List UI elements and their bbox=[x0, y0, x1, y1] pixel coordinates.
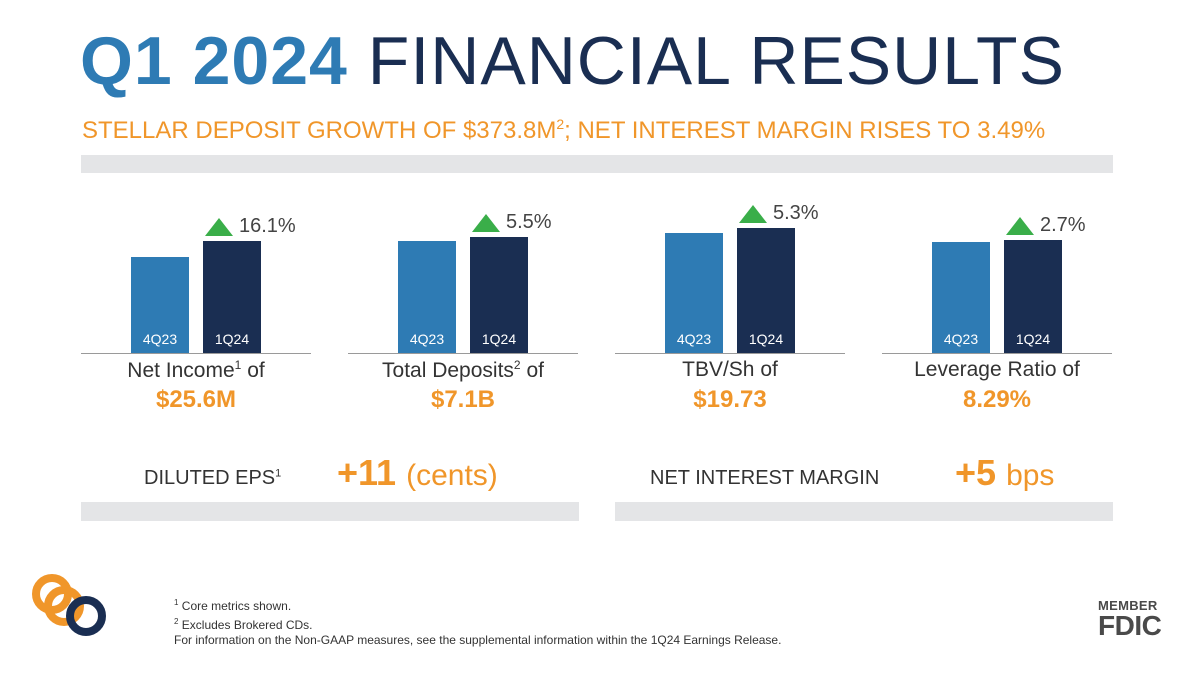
footnote-3: For information on the Non-GAAP measures… bbox=[174, 633, 782, 647]
metric-value: $19.73 bbox=[693, 386, 767, 413]
change-indicator: 16.1% bbox=[205, 215, 296, 238]
change-indicator: 2.7% bbox=[1006, 214, 1086, 237]
bar-category-label: 1Q24 bbox=[481, 331, 517, 347]
bar-category-label: 4Q23 bbox=[676, 331, 712, 347]
bar-4q23: 4Q23 bbox=[665, 233, 723, 353]
title-accent: Q1 2024 bbox=[80, 23, 348, 99]
metric-chart-2: 4Q23 1Q24 5.5% bbox=[348, 205, 578, 354]
bar-category-label: 1Q24 bbox=[1015, 331, 1051, 347]
change-percent: 2.7% bbox=[1040, 214, 1086, 236]
metric-chart-3: 4Q23 1Q24 5.3% bbox=[615, 202, 845, 354]
subtitle-part-a: STELLAR DEPOSIT GROWTH OF $373.8M bbox=[82, 117, 557, 144]
bar-4q23: 4Q23 bbox=[398, 241, 456, 353]
change-percent: 16.1% bbox=[239, 215, 296, 237]
metric-caption: Leverage Ratio of bbox=[914, 358, 1080, 381]
change-indicator: 5.5% bbox=[472, 211, 552, 234]
metric-chart-1: 4Q23 1Q24 16.1% bbox=[81, 205, 311, 354]
up-triangle-icon bbox=[205, 217, 233, 236]
nim-band bbox=[615, 502, 1113, 521]
bar-category-label: 4Q23 bbox=[409, 331, 445, 347]
bar-1q24: 1Q24 bbox=[1004, 240, 1062, 353]
chart-baseline bbox=[615, 353, 845, 354]
nim-label: NET INTEREST MARGIN bbox=[650, 467, 880, 489]
metric-chart-4: 4Q23 1Q24 2.7% bbox=[882, 205, 1112, 354]
footnote-1: 1 Core metrics shown. bbox=[174, 598, 292, 613]
page-title: Q1 2024 FINANCIAL RESULTS bbox=[80, 23, 1065, 99]
chart-baseline bbox=[348, 353, 578, 354]
bar-category-label: 1Q24 bbox=[214, 331, 250, 347]
up-triangle-icon bbox=[739, 204, 767, 223]
metric-caption: TBV/Sh of bbox=[682, 358, 778, 381]
up-triangle-icon bbox=[1006, 216, 1034, 235]
fdic-name: FDIC bbox=[1098, 610, 1162, 641]
header-divider-band bbox=[81, 155, 1113, 173]
eps-label: DILUTED EPS1 bbox=[144, 467, 282, 489]
eps-unit: (cents) bbox=[406, 459, 498, 492]
footnote-2: 2 Excludes Brokered CDs. bbox=[174, 617, 313, 632]
title-rest: FINANCIAL RESULTS bbox=[367, 23, 1065, 99]
bar-4q23: 4Q23 bbox=[932, 242, 990, 353]
subtitle-part-b: ; NET INTEREST MARGIN RISES TO 3.49% bbox=[564, 117, 1046, 144]
change-percent: 5.3% bbox=[773, 202, 819, 224]
fdic-badge: MEMBER FDIC bbox=[1098, 598, 1162, 641]
eps-value: +11 (cents) bbox=[337, 452, 498, 493]
fdic-member-label: MEMBER bbox=[1098, 598, 1158, 613]
bar-1q24: 1Q24 bbox=[737, 228, 795, 353]
chart-baseline bbox=[882, 353, 1112, 354]
metric-value: $25.6M bbox=[155, 386, 237, 413]
nim-value: +5 bps bbox=[955, 452, 1055, 493]
change-indicator: 5.3% bbox=[739, 202, 819, 225]
interlocking-rings-logo-icon bbox=[32, 574, 106, 636]
bar-1q24: 1Q24 bbox=[203, 241, 261, 353]
chart-baseline bbox=[81, 353, 311, 354]
metric-value: $7.1B bbox=[430, 386, 496, 413]
up-triangle-icon bbox=[472, 213, 500, 232]
footnotes: 1 Core metrics shown. 2 Excludes Brokere… bbox=[174, 595, 781, 648]
page-subtitle: STELLAR DEPOSIT GROWTH OF $373.8M2; NET … bbox=[82, 116, 1045, 145]
metric-value: 8.29% bbox=[962, 386, 1032, 413]
subtitle-footnote-ref: 2 bbox=[556, 116, 565, 132]
bar-category-label: 1Q24 bbox=[748, 331, 784, 347]
change-percent: 5.5% bbox=[506, 211, 552, 233]
bar-category-label: 4Q23 bbox=[142, 331, 178, 347]
eps-band bbox=[81, 502, 579, 521]
bar-category-label: 4Q23 bbox=[943, 331, 979, 347]
bar-1q24: 1Q24 bbox=[470, 237, 528, 353]
metric-caption: Total Deposits2 of bbox=[382, 358, 544, 382]
metric-caption: Net Income1 of bbox=[127, 358, 265, 382]
nim-unit: bps bbox=[1006, 459, 1055, 492]
bar-4q23: 4Q23 bbox=[131, 257, 189, 353]
